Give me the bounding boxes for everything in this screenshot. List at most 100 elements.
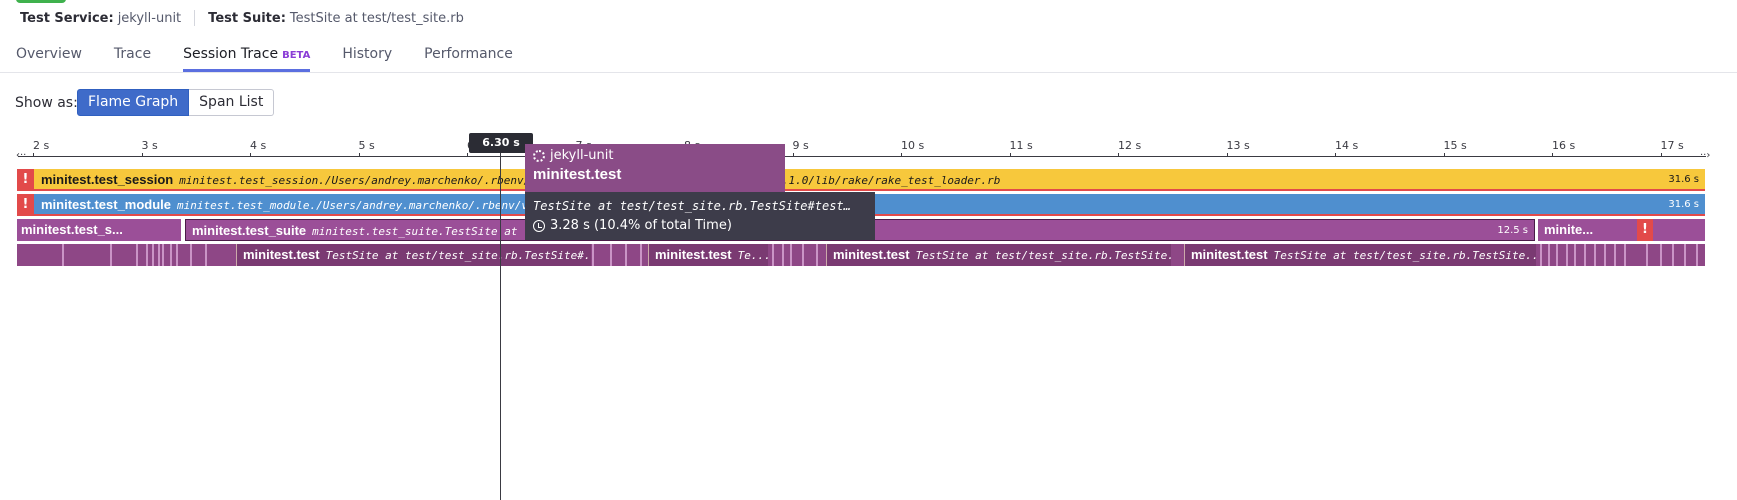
tooltip-service-name: jekyll-unit (550, 148, 614, 163)
axis-tick: 5 s (358, 139, 375, 157)
test-resource: Te... (737, 249, 768, 262)
test-span-stripe[interactable] (176, 244, 178, 266)
tab-history[interactable]: History (342, 46, 393, 62)
test-span-stripe[interactable] (1614, 244, 1616, 266)
test-span-stripe[interactable] (802, 244, 804, 266)
suite-value: TestSite at test/test_site.rb (289, 10, 464, 26)
span-test[interactable]: minitest.test TestSite at test/test_site.… (236, 244, 591, 266)
time-cursor-label: 6.30 s (469, 133, 533, 153)
test-span-stripe[interactable] (1696, 244, 1698, 266)
session-duration: 31.6 s (1668, 174, 1699, 185)
axis-tick: 14 s (1335, 139, 1359, 157)
suite-label: Test Suite: (208, 10, 286, 26)
error-icon: ! (17, 169, 34, 189)
flame-graph-button[interactable]: Flame Graph (77, 89, 190, 116)
span-test[interactable]: minitest.test TestSite at test/test_site.… (1184, 244, 1536, 266)
test-span-stripe[interactable] (1584, 244, 1586, 266)
tooltip-time: 3.28 s (10.4% of total Time) (533, 216, 867, 236)
test-span-stripe[interactable] (170, 244, 172, 266)
suite-duration: 12.5 s (1497, 225, 1528, 236)
test-span-stripe[interactable] (1660, 244, 1662, 266)
tooltip-span-name: minitest.test (533, 166, 622, 183)
test-span-stripe[interactable] (592, 244, 594, 266)
test-span-stripe[interactable] (205, 244, 207, 266)
test-span-stripe[interactable] (610, 244, 612, 266)
error-icon: ! (17, 194, 34, 214)
axis-tick: 10 s (901, 139, 925, 157)
span-test[interactable]: minitest.test Te... (648, 244, 768, 266)
module-name: minitest.test_module (41, 197, 172, 212)
error-icon: ! (1637, 219, 1653, 241)
status-badge (16, 0, 66, 3)
axis-right-caret: ··› (1700, 150, 1711, 161)
test-name: minitest.test (655, 247, 732, 262)
test-span-stripe[interactable] (1566, 244, 1568, 266)
test-span-stripe[interactable] (190, 244, 192, 266)
time-cursor[interactable] (500, 143, 501, 500)
test-span-stripe[interactable] (1548, 244, 1550, 266)
tab-bar: Overview Trace Session Trace BETA History… (16, 44, 545, 74)
axis-tick: 13 s (1226, 139, 1250, 157)
test-span-stripe[interactable] (1594, 244, 1596, 266)
tabs-divider (0, 72, 1737, 73)
session-name: minitest.test_session (41, 172, 174, 187)
test-span-stripe[interactable] (62, 244, 64, 266)
span-list-button[interactable]: Span List (189, 89, 275, 116)
axis-tick: 3 s (141, 139, 158, 157)
test-span-stripe[interactable] (158, 244, 160, 266)
span-test[interactable]: minitest.test TestSite at test/test_site.… (826, 244, 1171, 266)
test-span-stripe[interactable] (782, 244, 784, 266)
span-tooltip: jekyll-unit minitest.test TestSite at te… (525, 144, 875, 240)
test-resource: TestSite at test/test_site.rb.TestSite..… (1273, 249, 1536, 262)
test-resource: TestSite at test/test_site.rb.TestSite#.… (325, 249, 591, 262)
tab-trace[interactable]: Trace (113, 46, 152, 62)
axis-tick: 16 s (1552, 139, 1576, 157)
show-as-label: Show as: (15, 95, 78, 111)
test-span-stripe[interactable] (152, 244, 154, 266)
module-duration: 31.6 s (1668, 199, 1699, 210)
axis-tick: 15 s (1443, 139, 1467, 157)
tab-session-trace[interactable]: Session Trace BETA (183, 44, 311, 72)
test-meta: Test Service: jekyll-unit Test Suite: Te… (20, 10, 464, 26)
test-span-stripe[interactable] (1556, 244, 1558, 266)
test-span-stripe[interactable] (1604, 244, 1606, 266)
test-span-stripe[interactable] (110, 244, 112, 266)
test-span-stripe[interactable] (1624, 244, 1626, 266)
test-span-stripe[interactable] (146, 244, 148, 266)
span-test-suite-c[interactable]: minite... (1538, 219, 1705, 241)
axis-tick: 9 s (792, 139, 809, 157)
test-span-stripe[interactable] (136, 244, 138, 266)
axis-tick: 11 s (1009, 139, 1033, 157)
axis-tick: 2 s (33, 139, 50, 157)
view-toggle: Flame Graph Span List (77, 89, 275, 116)
tooltip-time-value: 3.28 s (10.4% of total Time) (550, 218, 732, 233)
test-span-stripe[interactable] (640, 244, 642, 266)
test-name: minitest.test (243, 247, 320, 262)
test-name: minitest.test (833, 247, 910, 262)
tab-overview[interactable]: Overview (16, 46, 82, 62)
service-value: jekyll-unit (117, 10, 182, 26)
test-span-stripe[interactable] (772, 244, 774, 266)
test-span-stripe[interactable] (1540, 244, 1542, 266)
test-span-stripe[interactable] (625, 244, 627, 266)
suite-c-name: minite... (1544, 222, 1594, 237)
test-span-stripe[interactable] (162, 244, 164, 266)
meta-divider (194, 10, 196, 26)
beta-badge: BETA (282, 50, 311, 61)
test-span-stripe[interactable] (1684, 244, 1686, 266)
tooltip-service: jekyll-unit (533, 148, 777, 163)
axis-tick: 17 s (1660, 139, 1684, 157)
test-span-stripe[interactable] (1574, 244, 1576, 266)
axis-tick: 12 s (1118, 139, 1142, 157)
tooltip-resource: TestSite at test/test_site.rb.TestSite#t… (533, 199, 851, 213)
tab-performance[interactable]: Performance (424, 46, 513, 62)
test-span-stripe[interactable] (1646, 244, 1648, 266)
test-span-stripe[interactable] (790, 244, 792, 266)
gears-icon (533, 149, 545, 162)
test-span-stripe[interactable] (1672, 244, 1674, 266)
test-span-stripe[interactable] (816, 244, 818, 266)
span-test-session[interactable]: ! minitest.test_sessionminitest.test_ses… (17, 169, 1705, 191)
span-test-suite-a[interactable]: minitest.test_s... (17, 219, 181, 241)
service-label: Test Service: (20, 10, 114, 26)
tooltip-body: TestSite at test/test_site.rb.TestSite#t… (525, 192, 875, 240)
